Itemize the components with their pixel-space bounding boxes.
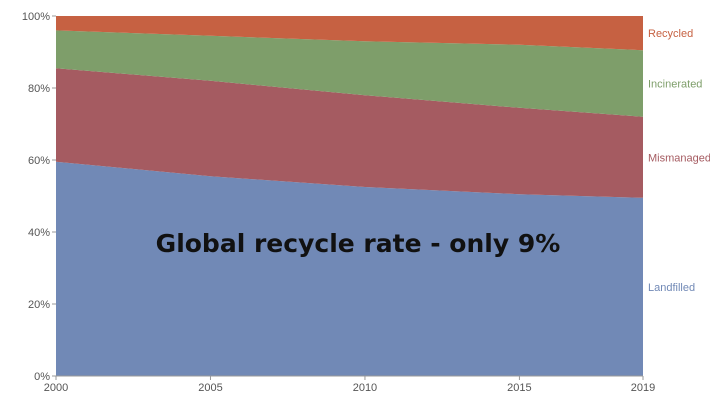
x-tick-label: 2015 <box>507 382 531 394</box>
area-mismanaged <box>56 68 643 198</box>
x-tick-label: 2019 <box>631 382 655 394</box>
x-tick-label: 2000 <box>44 382 68 394</box>
series-label-incinerated: Incinerated <box>648 79 702 91</box>
series-label-mismanaged: Mismanaged <box>648 152 710 164</box>
y-tick-label: 100% <box>22 11 50 23</box>
x-axis: 2000 2005 2010 2015 2019 <box>44 375 655 394</box>
area-recycled <box>56 16 643 51</box>
y-axis: 0% 20% 40% 60% 80% 100% <box>22 11 56 383</box>
series-label-landfilled: Landfilled <box>648 282 695 294</box>
y-tick-label: 60% <box>28 155 50 167</box>
x-tick-label: 2005 <box>198 382 222 394</box>
series-label-recycled: Recycled <box>648 28 693 40</box>
y-tick-label: 80% <box>28 83 50 95</box>
chart-annotation: Global recycle rate - only 9% <box>156 229 561 258</box>
area-landfilled <box>56 161 643 376</box>
y-tick-label: 20% <box>28 299 50 311</box>
area-incinerated <box>56 30 643 117</box>
x-tick-label: 2010 <box>353 382 377 394</box>
series-labels: Landfilled Mismanaged Incinerated Recycled <box>648 28 710 294</box>
y-tick-label: 40% <box>28 227 50 239</box>
area-layer <box>56 16 643 376</box>
y-tick-label: 0% <box>34 371 50 383</box>
